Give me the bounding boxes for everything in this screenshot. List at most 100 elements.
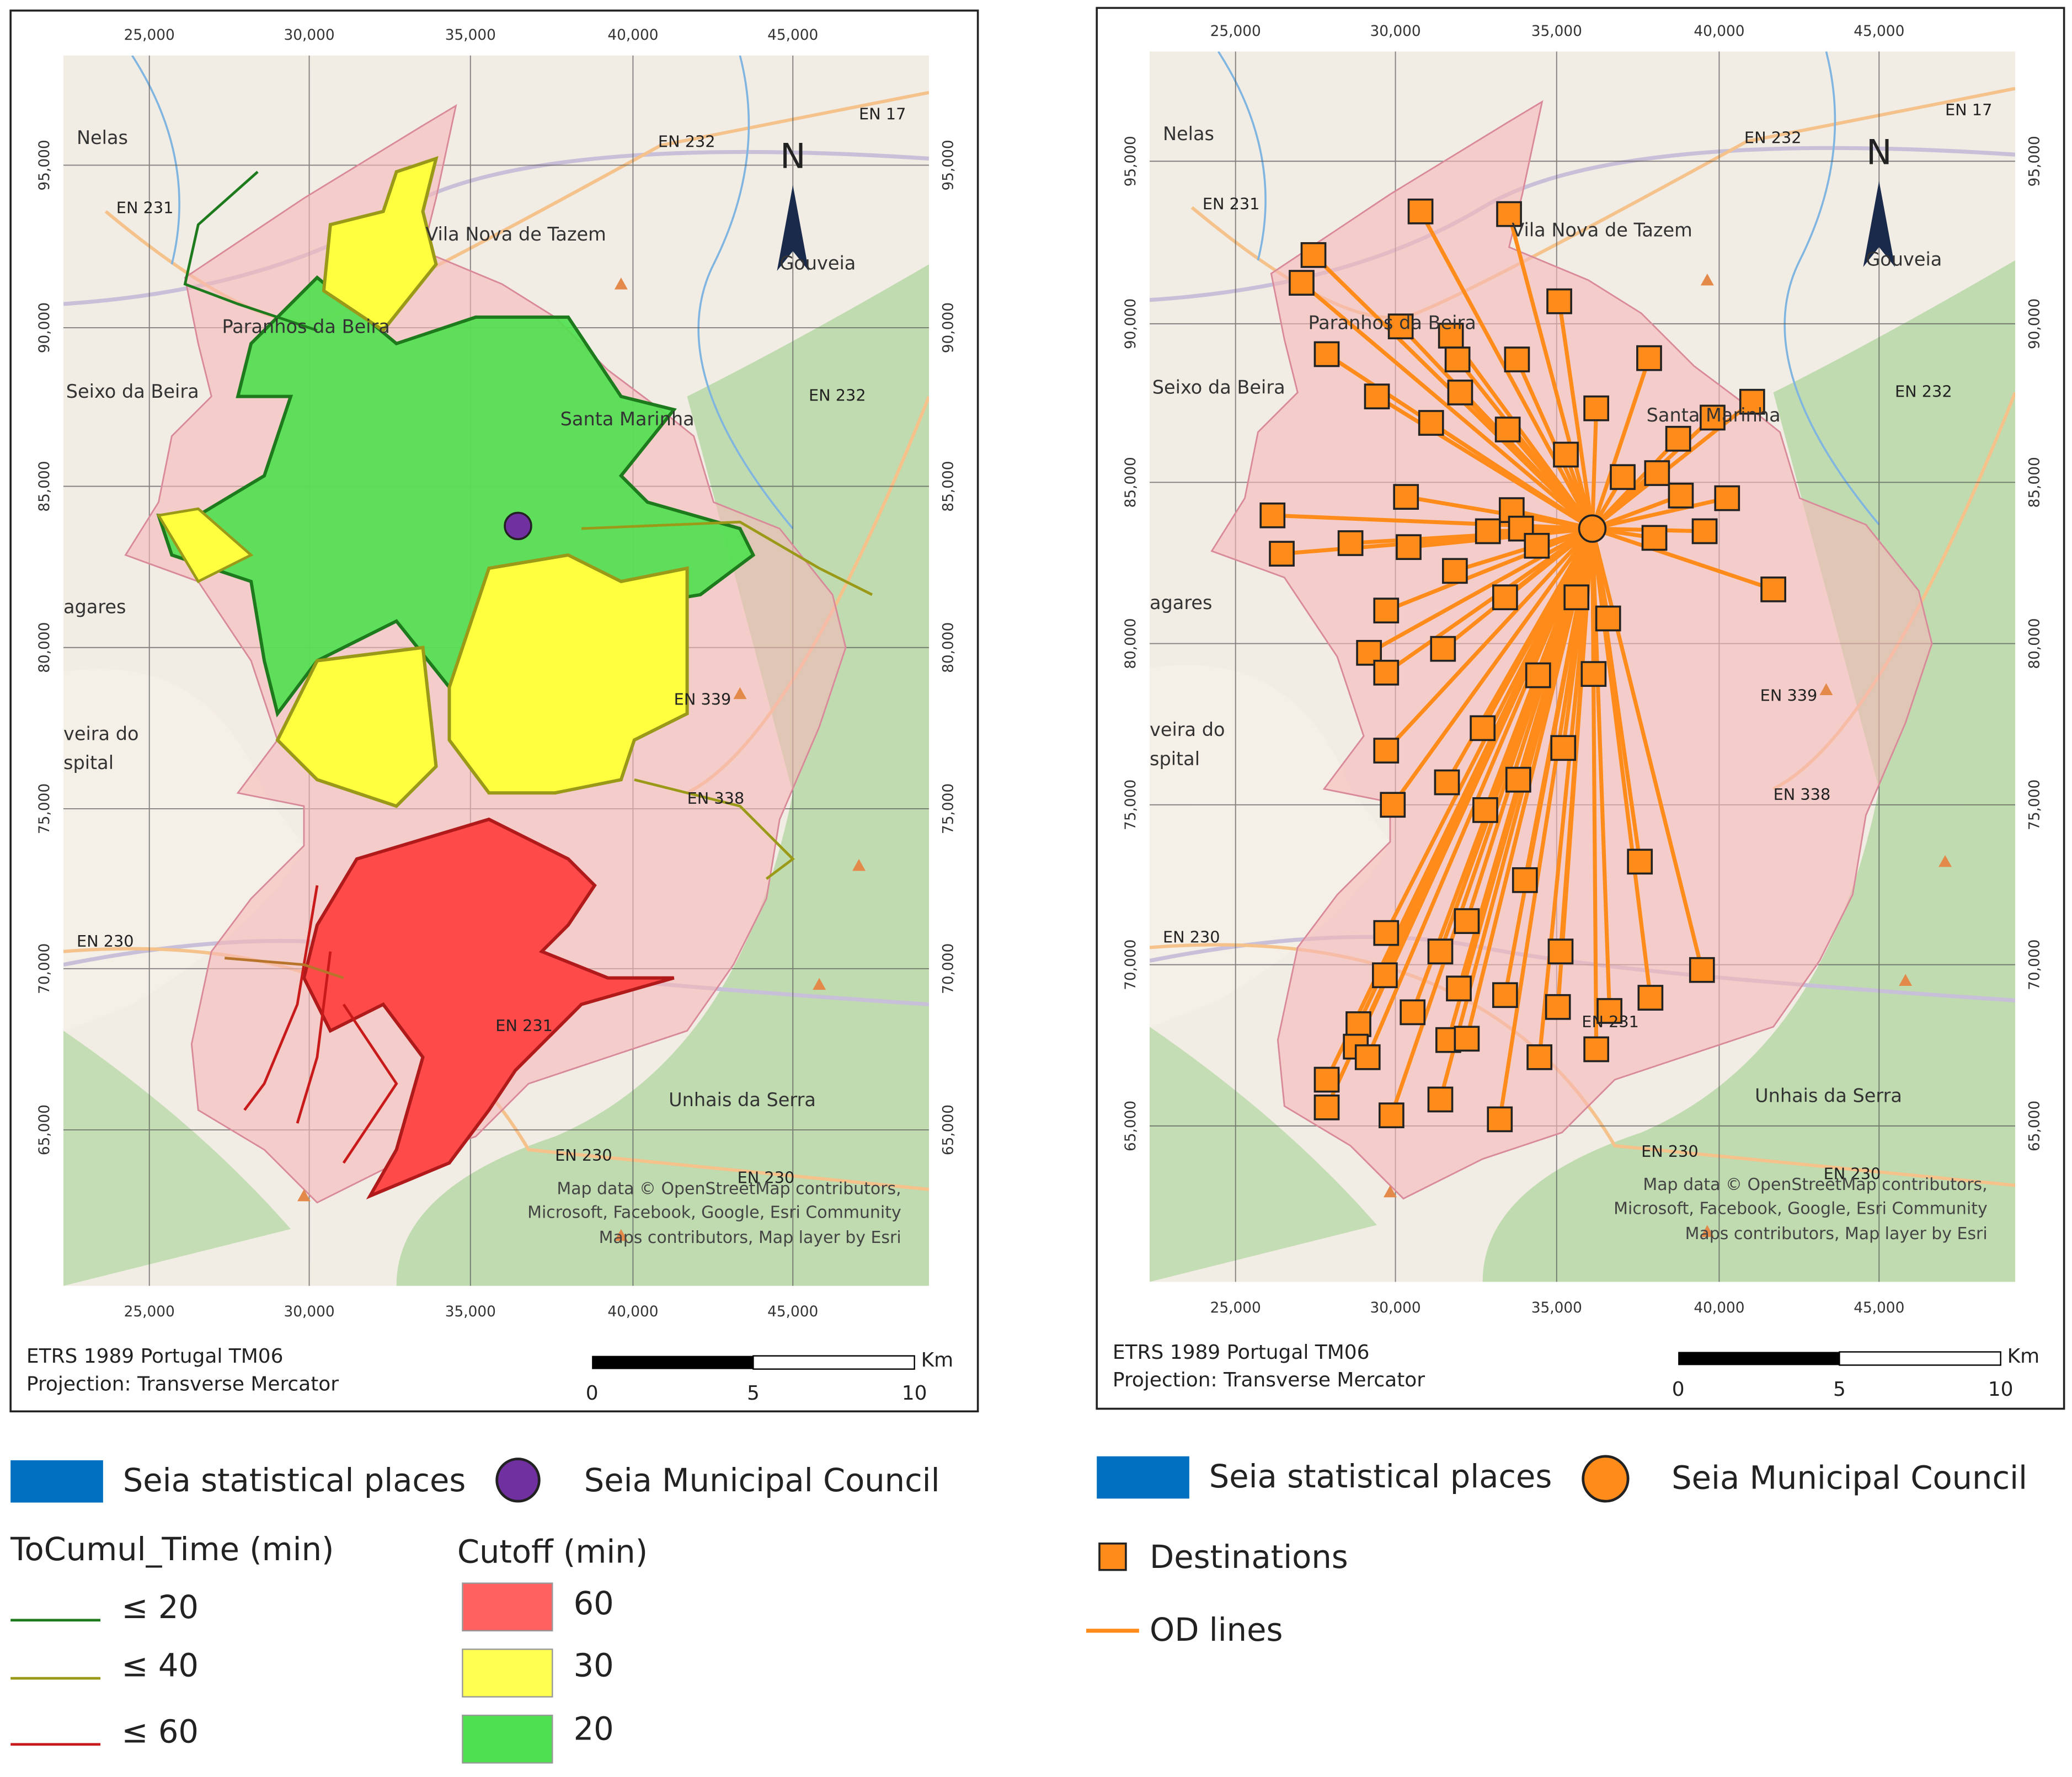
road-label: EN 231 [116, 198, 174, 217]
road-label: EN 338 [1774, 785, 1831, 804]
place-label: Unhais da Serra [669, 1089, 816, 1111]
y-tick-label: 70,000 [1123, 940, 1139, 990]
destination [1380, 792, 1406, 818]
legend-label: ≤ 40 [121, 1647, 199, 1684]
legend-swatch [495, 1458, 541, 1503]
legend-label: Seia Municipal Council [584, 1462, 940, 1499]
y-tick-label: 75,000 [36, 783, 53, 834]
od-line [1592, 496, 1728, 531]
destination [1595, 605, 1621, 632]
destination [1313, 341, 1340, 367]
destination [1760, 576, 1786, 602]
destination [1504, 346, 1530, 372]
y-tick-label: 70,000 [2026, 940, 2043, 990]
attribution: Map data © OpenStreetMap contributors, [1643, 1175, 1987, 1194]
y-tick-label: 80,000 [940, 622, 957, 673]
scale-label: 10 [1988, 1378, 2014, 1401]
destination [1364, 383, 1390, 409]
scale-label: 5 [747, 1382, 760, 1405]
y-tick-label: 80,000 [2026, 618, 2043, 669]
road-label: EN 230 [555, 1146, 612, 1165]
destination [1313, 1094, 1340, 1120]
place-label: spital [1150, 748, 1200, 770]
y-tick-label: 70,000 [36, 943, 53, 994]
zone-60 [302, 817, 675, 1199]
x-tick-label: 45,000 [1854, 23, 1904, 40]
od-line [1537, 528, 1595, 1058]
x-tick-label: 40,000 [1694, 1300, 1744, 1316]
y-tick-label: 75,000 [940, 783, 957, 834]
legend-label: 20 [574, 1711, 614, 1748]
destination [1373, 738, 1400, 764]
place-label: Nelas [77, 127, 128, 148]
map-annotations: 25,000 25,000 30,000 30,000 35,000 35,000 40,0… [26, 27, 957, 1405]
destination [1545, 994, 1571, 1020]
od-line [1438, 528, 1594, 1100]
destination [1446, 975, 1472, 1002]
x-tick-label: 40,000 [607, 1304, 658, 1320]
destination [1475, 518, 1501, 545]
attribution: Maps contributors, Map layer by Esri [1685, 1224, 1988, 1244]
place-label: Gouveia [779, 253, 856, 274]
road-label: EN 230 [1163, 928, 1220, 947]
zone-30 [322, 156, 439, 333]
od-line [1411, 527, 1594, 1013]
destination [1512, 867, 1538, 893]
destination [1447, 380, 1473, 405]
destination [1418, 410, 1444, 436]
destination [1396, 534, 1422, 561]
legend-label: ≤ 20 [121, 1589, 199, 1626]
destination [1354, 1044, 1381, 1070]
y-tick-label: 90,000 [2026, 298, 2043, 349]
crs: ETRS 1989 Portugal TM06 [1113, 1341, 1370, 1364]
destination [1714, 485, 1740, 511]
legend-swatch [1097, 1456, 1189, 1499]
od-line [1506, 428, 1594, 530]
destination [1668, 482, 1694, 509]
attribution: Maps contributors, Map layer by Esri [599, 1228, 901, 1247]
road-label: EN 17 [1945, 100, 1992, 119]
place-label: Paranhos da Beira [1308, 312, 1476, 333]
legend-title: ToCumul_Time (min) [10, 1531, 334, 1568]
od-line [1325, 527, 1594, 1108]
od-line [1365, 527, 1594, 1058]
scale-bar [592, 1356, 754, 1369]
legend-title: Cutoff (min) [457, 1534, 648, 1571]
od-line [1385, 526, 1593, 613]
destination [1313, 1066, 1340, 1093]
place-label: Nelas [1163, 123, 1214, 145]
legend-swatch [462, 1582, 553, 1632]
legend-label: Seia statistical places [1209, 1458, 1552, 1495]
destination [1427, 938, 1454, 965]
destination [1496, 201, 1522, 227]
destination [1387, 313, 1414, 340]
x-tick-label: 45,000 [767, 1304, 818, 1320]
road-label: EN 230 [738, 1168, 795, 1187]
y-tick-label: 75,000 [2026, 780, 2043, 830]
road-label: EN 232 [1895, 382, 1952, 401]
od-line [1281, 526, 1593, 556]
y-tick-label: 90,000 [36, 302, 53, 353]
y-tick-label: 90,000 [940, 302, 957, 353]
destination [1454, 1026, 1480, 1052]
x-tick-label: 30,000 [284, 27, 334, 44]
place-label: veira do [63, 723, 139, 744]
legend-swatch [10, 1460, 103, 1503]
council [1578, 514, 1607, 543]
destination [1525, 662, 1551, 689]
destination [1546, 288, 1572, 314]
road-label: EN 230 [77, 932, 134, 951]
y-tick-label: 65,000 [1123, 1101, 1139, 1151]
scale-label: 0 [1672, 1378, 1685, 1401]
zone-30 [275, 645, 438, 808]
x-tick-label: 30,000 [284, 1304, 334, 1320]
destination [1505, 766, 1531, 793]
destination [1492, 584, 1518, 611]
destination [1373, 920, 1400, 946]
y-tick-label: 80,000 [1123, 618, 1139, 669]
od-line [1385, 527, 1594, 753]
road-label: EN 17 [859, 104, 906, 123]
legend-swatch [1098, 1543, 1127, 1571]
destination [1492, 982, 1518, 1008]
